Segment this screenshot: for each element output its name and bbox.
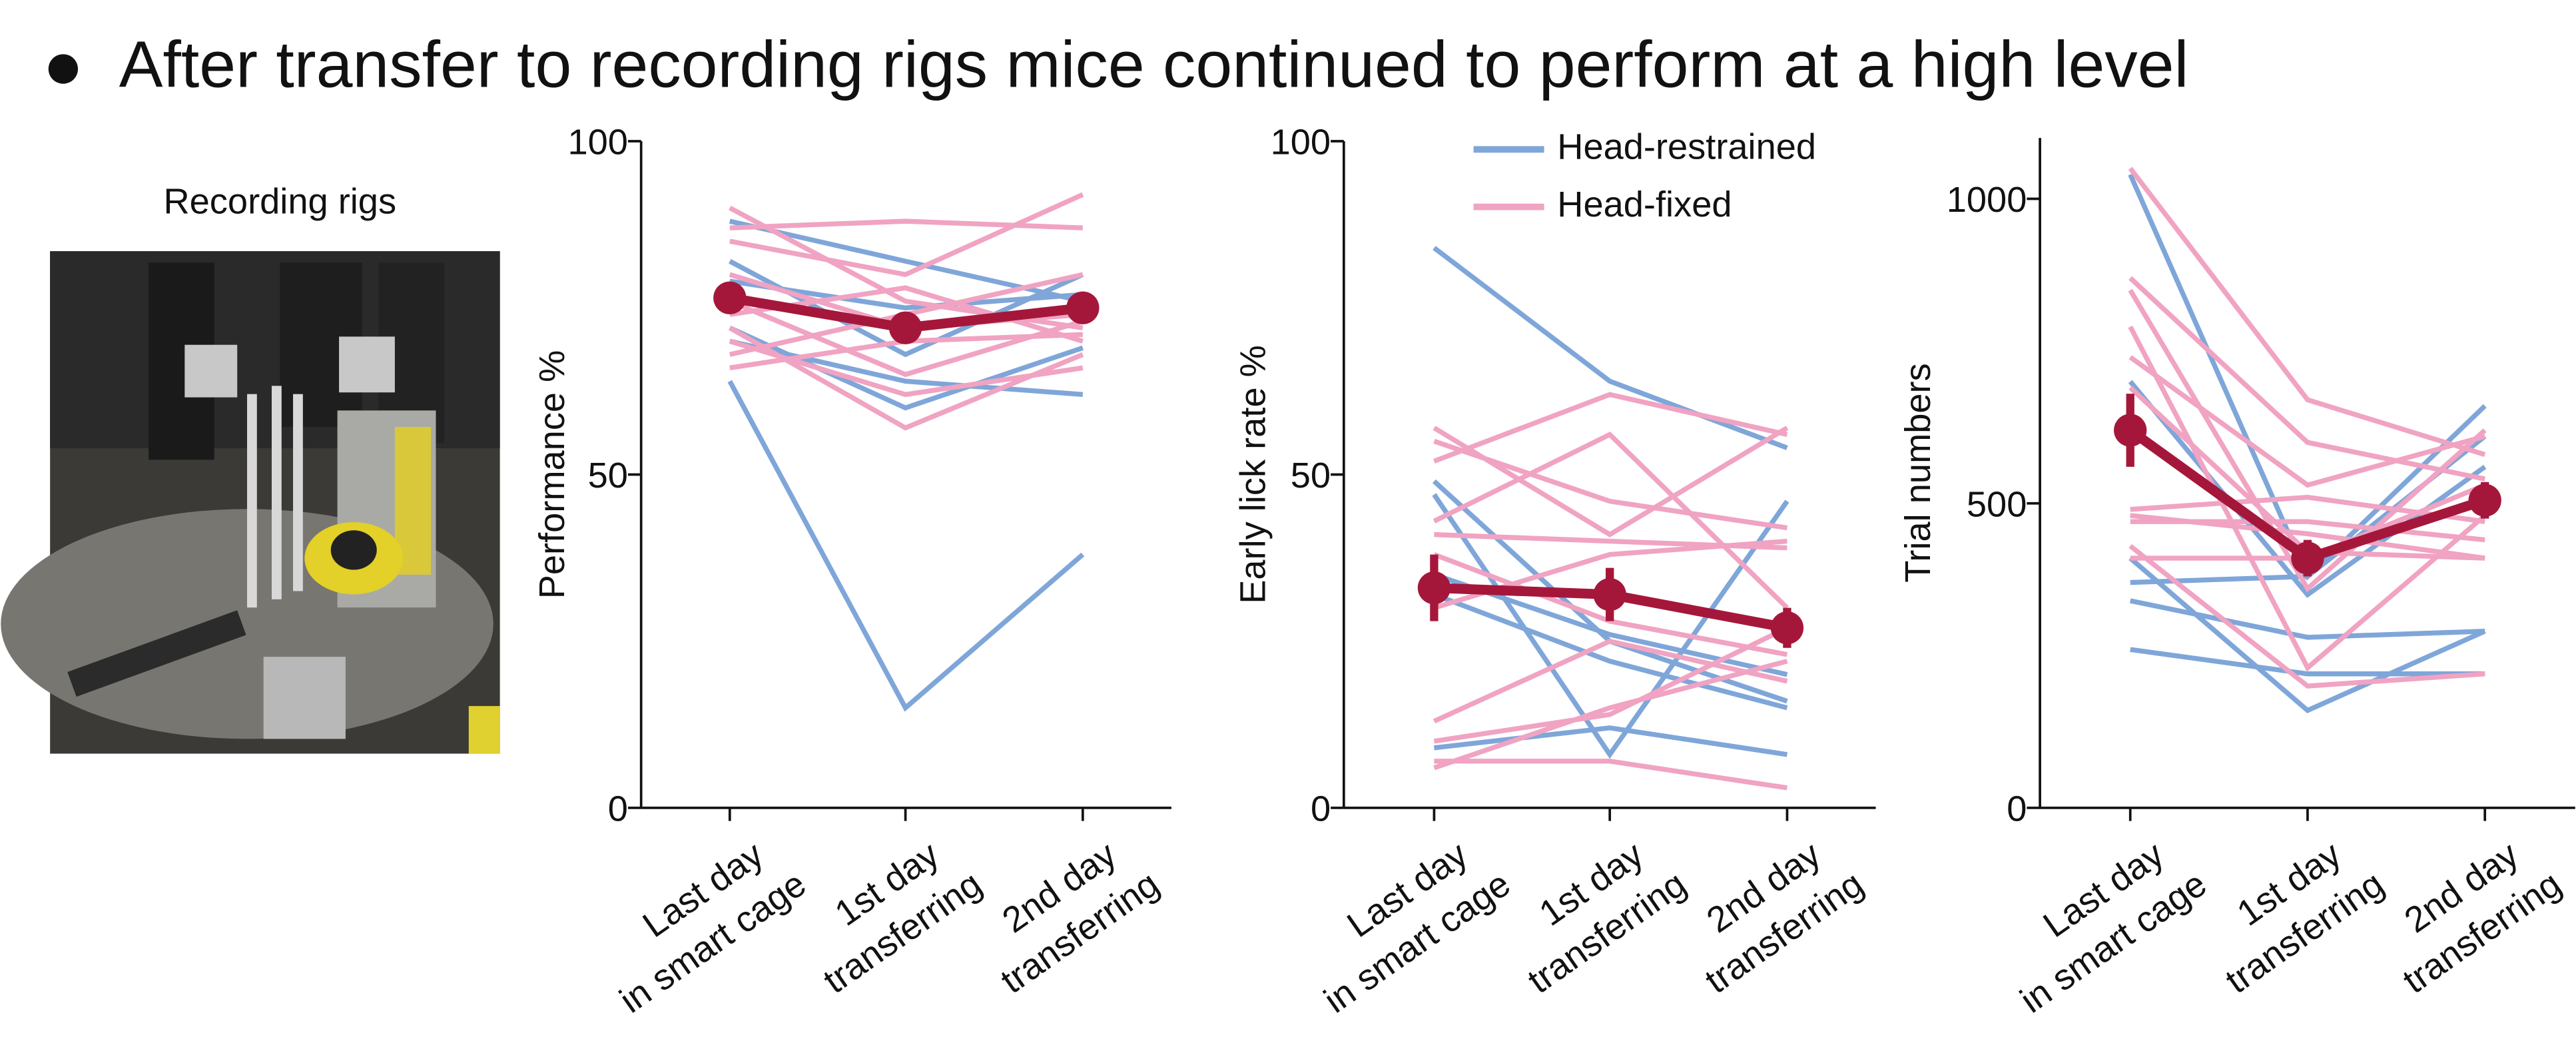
subject-line bbox=[727, 380, 1085, 712]
legend-label: Head-fixed bbox=[1557, 184, 1732, 224]
subject-line bbox=[1433, 638, 1788, 724]
slide-title: After transfer to recording rigs mice co… bbox=[119, 28, 2189, 101]
subject-line bbox=[1434, 759, 1788, 791]
bullet bbox=[48, 54, 79, 84]
y-axis-label: Trial numbers bbox=[1898, 363, 1938, 582]
y-tick-label: 100 bbox=[567, 123, 627, 163]
y-axis-label: Performance % bbox=[532, 350, 572, 599]
subject-line bbox=[1433, 438, 1788, 531]
subject-line bbox=[2130, 513, 2485, 561]
legend-label: Head-restrained bbox=[1557, 127, 1816, 167]
subject-line bbox=[1433, 625, 1789, 744]
y-tick-label: 500 bbox=[1967, 484, 2027, 524]
subject-line bbox=[2128, 543, 2485, 689]
y-tick-label: 0 bbox=[1311, 789, 1331, 829]
subject-line bbox=[2128, 288, 2487, 593]
mean-point bbox=[713, 281, 747, 314]
photo-caption: Recording rigs bbox=[164, 181, 397, 221]
subject-line bbox=[1433, 725, 1788, 757]
y-tick-label: 1000 bbox=[1947, 180, 2027, 220]
mean-point bbox=[1593, 577, 1626, 611]
mean-point bbox=[1417, 571, 1451, 605]
subject-line bbox=[2128, 355, 2486, 488]
subject-line bbox=[729, 218, 1083, 230]
subject-line bbox=[729, 338, 1084, 398]
subject-line bbox=[1433, 592, 1788, 711]
mean-point bbox=[1770, 611, 1804, 645]
mean-point bbox=[2291, 541, 2324, 575]
y-tick-label: 0 bbox=[2007, 789, 2027, 829]
subject-line bbox=[1432, 493, 1789, 759]
subject-line bbox=[2128, 167, 2486, 458]
subject-line bbox=[2128, 556, 2486, 713]
mean-point bbox=[888, 311, 922, 344]
subject-line bbox=[2130, 519, 2485, 543]
y-axis-label: Early lick rate % bbox=[1233, 345, 1273, 604]
y-tick-label: 50 bbox=[588, 456, 628, 496]
subject-line bbox=[2128, 276, 2485, 482]
subject-line bbox=[1433, 392, 1788, 464]
subject-line bbox=[729, 192, 1084, 278]
y-tick-label: 100 bbox=[1271, 123, 1331, 163]
subject-line bbox=[2129, 598, 2485, 640]
mean-point bbox=[2468, 484, 2501, 517]
mean-point bbox=[2114, 414, 2147, 447]
y-tick-label: 50 bbox=[1291, 456, 1331, 496]
subject-line bbox=[2130, 647, 2485, 677]
subject-line bbox=[1433, 246, 1788, 450]
mean-point bbox=[1066, 291, 1100, 324]
y-tick-label: 0 bbox=[608, 789, 628, 829]
subject-line bbox=[1433, 431, 1789, 610]
subject-line bbox=[2130, 494, 2485, 524]
rig-photo bbox=[1, 251, 500, 754]
subject-line bbox=[1433, 659, 1788, 771]
